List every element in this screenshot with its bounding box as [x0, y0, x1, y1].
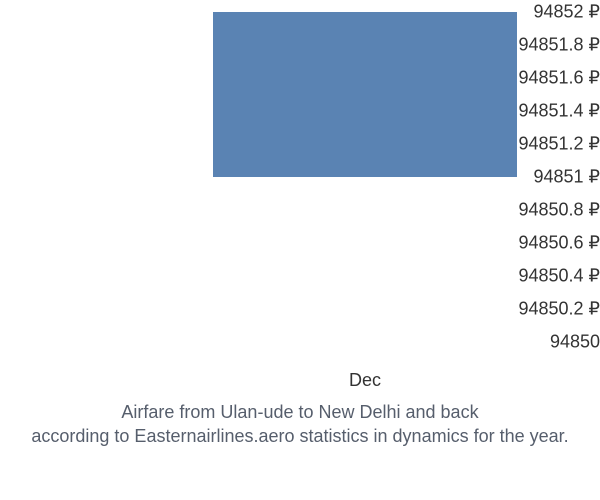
- airfare-chart: 94852 ₽94851.8 ₽94851.6 ₽94851.4 ₽94851.…: [0, 0, 600, 500]
- caption-line-2: according to Easternairlines.aero statis…: [0, 424, 600, 448]
- caption-line-1: Airfare from Ulan-ude to New Delhi and b…: [0, 400, 600, 424]
- y-tick-label: 94850.6 ₽: [445, 233, 600, 254]
- chart-caption: Airfare from Ulan-ude to New Delhi and b…: [0, 400, 600, 449]
- y-tick-label: 94850.8 ₽: [445, 200, 600, 221]
- y-tick-label: 94850: [445, 332, 600, 353]
- y-tick-label: 94850.2 ₽: [445, 299, 600, 320]
- y-tick-label: 94850.4 ₽: [445, 266, 600, 287]
- bar: [213, 12, 517, 177]
